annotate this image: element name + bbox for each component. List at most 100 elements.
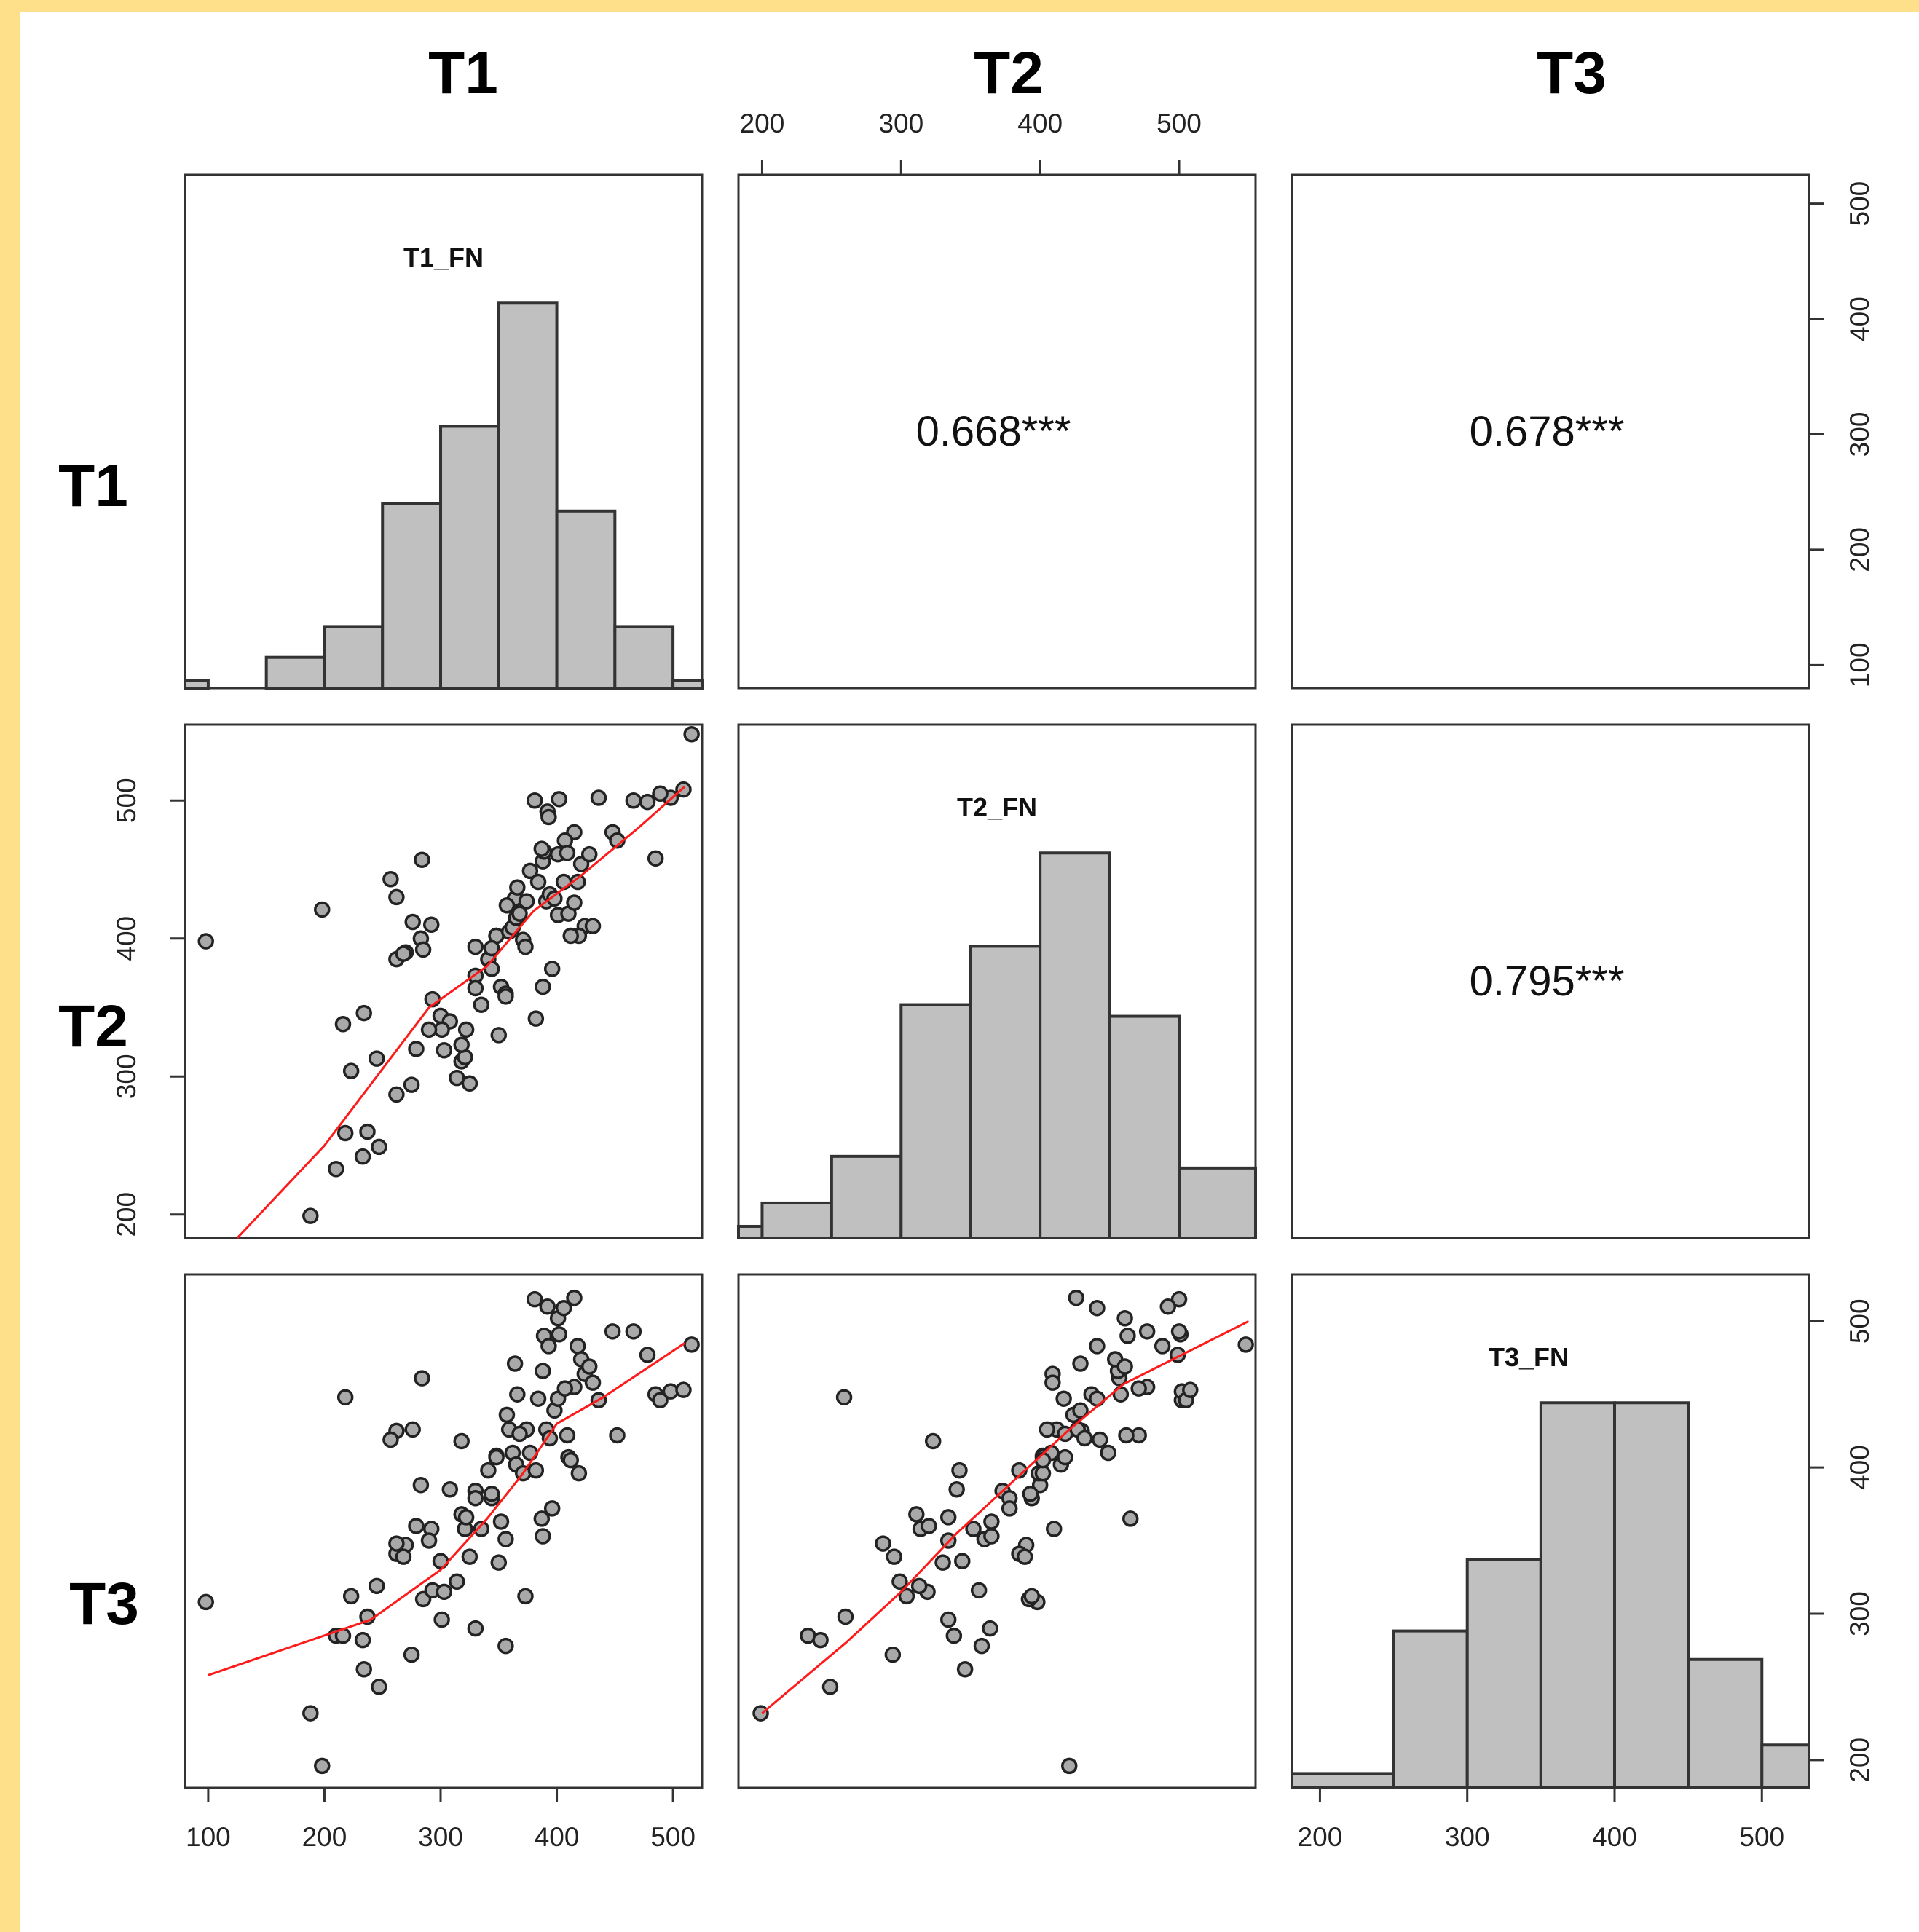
scatter-point (498, 897, 516, 914)
scatter-point (527, 1462, 545, 1479)
tick-label: 500 (1845, 181, 1875, 226)
scatter-point (467, 979, 484, 997)
scatter-point (891, 1573, 908, 1590)
histogram-bar (1392, 1629, 1469, 1789)
scatter-point (837, 1608, 854, 1625)
tick-label: 300 (1845, 1591, 1875, 1636)
tick-label: 200 (302, 1822, 347, 1852)
scatter-point (314, 1757, 331, 1775)
scatter-point (543, 1500, 561, 1517)
histogram-bar (1687, 1657, 1764, 1789)
histogram-bar (969, 945, 1042, 1239)
scatter-point (541, 1430, 559, 1447)
tick-label: 200 (1298, 1822, 1343, 1852)
scatter-point (403, 1076, 420, 1093)
scatter-point (604, 1323, 621, 1340)
scatter-point (414, 941, 432, 958)
tick-label: 400 (1845, 296, 1875, 342)
scatter-point (511, 905, 528, 922)
scatter-point (420, 1532, 438, 1549)
row-header-t2: T2 (58, 993, 128, 1060)
scatter-point (983, 1513, 1000, 1530)
scatter-point (683, 1336, 700, 1353)
histogram-bar (671, 679, 704, 690)
row-header-t1: T1 (58, 453, 128, 519)
scatter-point (580, 1358, 598, 1375)
scatter-point (355, 1004, 372, 1022)
scatter-point (945, 1627, 963, 1644)
scatter-point (752, 1705, 769, 1722)
scatter-point (570, 873, 586, 891)
scatter-point (1044, 1374, 1061, 1391)
tick-label: 500 (1156, 109, 1202, 138)
scatter-point (1001, 1500, 1018, 1517)
scatter-point (521, 862, 539, 880)
axis-top-t2: 200 300 400 500 (740, 109, 1250, 176)
smooth-line-t2-t1 (236, 786, 686, 1239)
scatter-point (924, 1432, 942, 1450)
tick-label: 300 (878, 109, 923, 138)
scatter-point (625, 792, 642, 809)
tick-label: 100 (186, 1822, 231, 1852)
scatter-point (1170, 1323, 1188, 1340)
tick-label: 400 (1845, 1445, 1875, 1490)
histogram-bar (1539, 1401, 1616, 1789)
scatter-point (461, 1075, 478, 1092)
scatter-point (509, 879, 526, 896)
scatter-point (453, 1432, 470, 1450)
axis-left-t2: 200 300 400 500 (111, 730, 186, 1237)
scatter-point (395, 945, 412, 962)
scatter-point (1116, 1310, 1133, 1327)
scatter-point (535, 1528, 551, 1545)
histogram-bar (1291, 1772, 1395, 1790)
smooth-line-t3-t2 (761, 1320, 1250, 1714)
scatter-point (497, 1637, 514, 1655)
correlation-t2-t3: 0.795*** (1470, 958, 1625, 1005)
axis-bottom-t3: 200 300 400 500 (1298, 1786, 1804, 1852)
scatter-point (625, 1323, 642, 1340)
histogram-bar (1108, 1014, 1181, 1240)
scatter-point (473, 996, 490, 1013)
scatter-point (1057, 1448, 1073, 1466)
panel-frame-t1-t3 (1291, 173, 1810, 690)
scatter-point (1100, 1444, 1116, 1462)
scatter-point (404, 1421, 421, 1438)
scatter-point (355, 1661, 372, 1678)
scatter-point (652, 785, 669, 803)
scatter-point (302, 1207, 319, 1224)
row-header-t3: T3 (69, 1571, 139, 1637)
scatter-point (490, 1027, 508, 1044)
scatter-point (910, 1577, 928, 1595)
scatter-point (1060, 1757, 1078, 1775)
scatter-point (483, 939, 500, 957)
scatter-point (526, 792, 543, 809)
scatter-point (420, 1021, 438, 1038)
scatter-point (369, 1050, 385, 1067)
scatter-point (314, 901, 331, 918)
scatter-point (1089, 1338, 1106, 1355)
scatter-point (956, 1661, 974, 1678)
scatter-point (921, 1518, 937, 1534)
scatter-point (354, 1148, 371, 1165)
scatter-point (467, 938, 484, 955)
scatter-point (506, 1355, 524, 1372)
scatter-point (371, 1138, 387, 1156)
scatter-point (533, 1510, 551, 1527)
scatter-point (939, 1509, 957, 1526)
scatter-point (461, 1548, 478, 1565)
scatter-point (639, 1347, 656, 1363)
correlation-t1-t2: 0.668*** (916, 408, 1071, 455)
panel-t3-t3: T3_FN (1291, 1273, 1811, 1790)
scatter-point (639, 793, 656, 811)
scatter-point (559, 845, 576, 861)
scatter-point (948, 1481, 965, 1498)
tick-label: 400 (111, 916, 141, 961)
scatter-point (1138, 1323, 1156, 1340)
column-header-t1: T1 (428, 40, 498, 106)
tick-label: 500 (1739, 1822, 1784, 1852)
scatter-point (898, 1588, 915, 1605)
panel-t3-t2 (737, 1273, 1257, 1789)
histogram-bar (613, 625, 675, 690)
tick-label: 300 (418, 1822, 463, 1852)
scatter-point (559, 1427, 576, 1444)
